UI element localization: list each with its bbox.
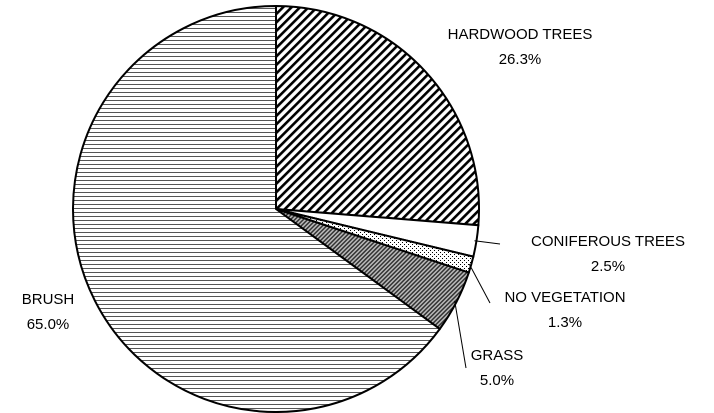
- leader-line: [454, 300, 467, 369]
- pie-slice: [275, 4, 480, 227]
- slice-label: GRASS: [471, 347, 524, 364]
- slice-label: CONIFEROUS TREES: [531, 233, 685, 250]
- slice-label: HARDWOOD TREES: [448, 26, 593, 43]
- slice-label: NO VEGETATION: [504, 289, 625, 306]
- leader-line: [468, 263, 491, 304]
- slice-value-label: 65.0%: [27, 316, 70, 333]
- leader-line: [474, 240, 501, 245]
- slice-label: BRUSH: [22, 291, 75, 308]
- pie-slice: [72, 4, 442, 413]
- slice-value-label: 26.3%: [499, 51, 542, 68]
- slice-value-label: 5.0%: [480, 372, 514, 389]
- slice-value-label: 2.5%: [591, 258, 625, 275]
- slice-value-label: 1.3%: [548, 314, 582, 331]
